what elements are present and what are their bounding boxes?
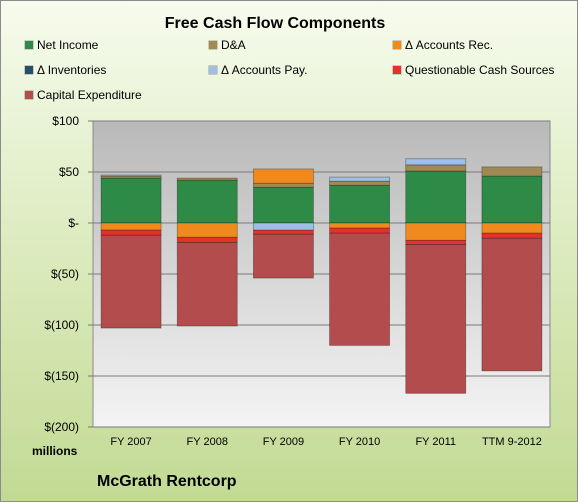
legend-item-net-income: Net Income — [25, 38, 98, 52]
bar-net-income-fy-2008 — [176, 179, 238, 224]
x-tick-label: TTM 9-2012 — [482, 436, 542, 448]
y-tick-label: $100 — [52, 114, 79, 128]
bar-questionable-cash-sources-fy-2010 — [329, 227, 390, 234]
bar-accounts-rec-fy-2011 — [405, 222, 467, 241]
bar-questionable-cash-sources-fy-2008 — [176, 236, 238, 243]
bar-net-income-fy-2009 — [253, 186, 314, 224]
bar-net-income-fy-2010 — [329, 184, 390, 224]
legend-item-capex: Capital Expenditure — [25, 88, 142, 102]
bar-accounts-rec-ttm-9-2012 — [481, 222, 543, 234]
bar-net-income-fy-2007 — [100, 177, 162, 224]
legend-swatch-net-income — [25, 41, 33, 49]
bar-accounts-rec-fy-2010 — [329, 222, 390, 229]
bar-accounts-rec-fy-2007 — [100, 222, 162, 231]
bar-accounts-rec-fy-2008 — [176, 222, 238, 238]
x-tick-label: FY 2010 — [339, 436, 380, 448]
legend-item-accounts-pay: Δ Accounts Pay. — [209, 63, 308, 77]
x-tick-label: FY 2011 — [415, 436, 456, 448]
y-tick-label: $- — [68, 216, 79, 230]
legend-swatch-capex — [25, 91, 33, 99]
x-tick-label: FY 2009 — [263, 436, 304, 448]
bar-capital-expenditure-fy-2011 — [405, 244, 467, 394]
bar-accounts-rec-fy-2009 — [253, 168, 314, 184]
legend-swatch-da — [209, 41, 217, 49]
bar-accounts-pay-fy-2009 — [253, 222, 314, 231]
legend-swatch-accounts-rec — [393, 41, 401, 49]
bar-capital-expenditure-fy-2009 — [253, 233, 314, 279]
bar-d-a-ttm-9-2012 — [481, 166, 543, 177]
bar-net-income-fy-2011 — [405, 170, 467, 224]
bar-capital-expenditure-fy-2008 — [176, 241, 238, 327]
bar-questionable-cash-sources-ttm-9-2012 — [481, 232, 543, 239]
chart-title: Free Cash Flow Components — [164, 15, 386, 32]
units-label: millions — [32, 444, 78, 458]
legend-label-capex: Capital Expenditure — [37, 88, 142, 102]
bar-capital-expenditure-fy-2007 — [100, 234, 162, 329]
y-tick-label: $(100) — [44, 318, 79, 332]
bar-net-income-ttm-9-2012 — [481, 175, 543, 224]
bar-capital-expenditure-ttm-9-2012 — [481, 237, 543, 372]
legend-item-accounts-rec: Δ Accounts Rec. — [393, 38, 493, 52]
company-name: McGrath Rentcorp — [97, 473, 237, 490]
bar-d-a-fy-2011 — [405, 164, 467, 172]
bar-accounts-pay-fy-2010 — [329, 176, 390, 182]
legend-swatch-accounts-pay — [209, 66, 217, 74]
legend-swatch-questionable-cash — [393, 66, 401, 74]
legend-label-accounts-rec: Δ Accounts Rec. — [405, 38, 494, 52]
bar-capital-expenditure-fy-2010 — [329, 232, 390, 346]
bar-d-a-fy-2009 — [253, 182, 314, 188]
legend-item-questionable-cash: Questionable Cash Sources — [393, 63, 554, 77]
legend-label-net-income: Net Income — [37, 38, 99, 52]
x-tick-label: FY 2008 — [187, 436, 228, 448]
y-tick-label: $(50) — [51, 267, 79, 281]
bar-questionable-cash-sources-fy-2011 — [405, 239, 467, 245]
bar-d-a-fy-2010 — [329, 180, 390, 186]
legend-label-da: D&A — [221, 38, 246, 52]
bar-questionable-cash-sources-fy-2009 — [253, 229, 314, 235]
y-tick-label: $(150) — [44, 369, 79, 383]
legend-label-accounts-pay: Δ Accounts Pay. — [221, 63, 308, 77]
bar-accounts-pay-fy-2011 — [405, 158, 467, 166]
bar-accounts-pay-fy-2007 — [100, 174, 162, 177]
legend-label-questionable-cash: Questionable Cash Sources — [405, 63, 555, 77]
y-tick-label: $50 — [59, 165, 79, 179]
bar-d-a-fy-2008 — [176, 177, 238, 181]
bar-questionable-cash-sources-fy-2007 — [100, 229, 162, 236]
y-tick-label: $(200) — [44, 420, 79, 434]
legend-item-inventories: Δ Inventories — [25, 63, 106, 77]
legend-swatch-inventories — [25, 66, 33, 74]
legend-item-da: D&A — [209, 38, 246, 52]
legend-label-inventories: Δ Inventories — [37, 63, 107, 77]
x-tick-label: FY 2007 — [110, 436, 151, 448]
